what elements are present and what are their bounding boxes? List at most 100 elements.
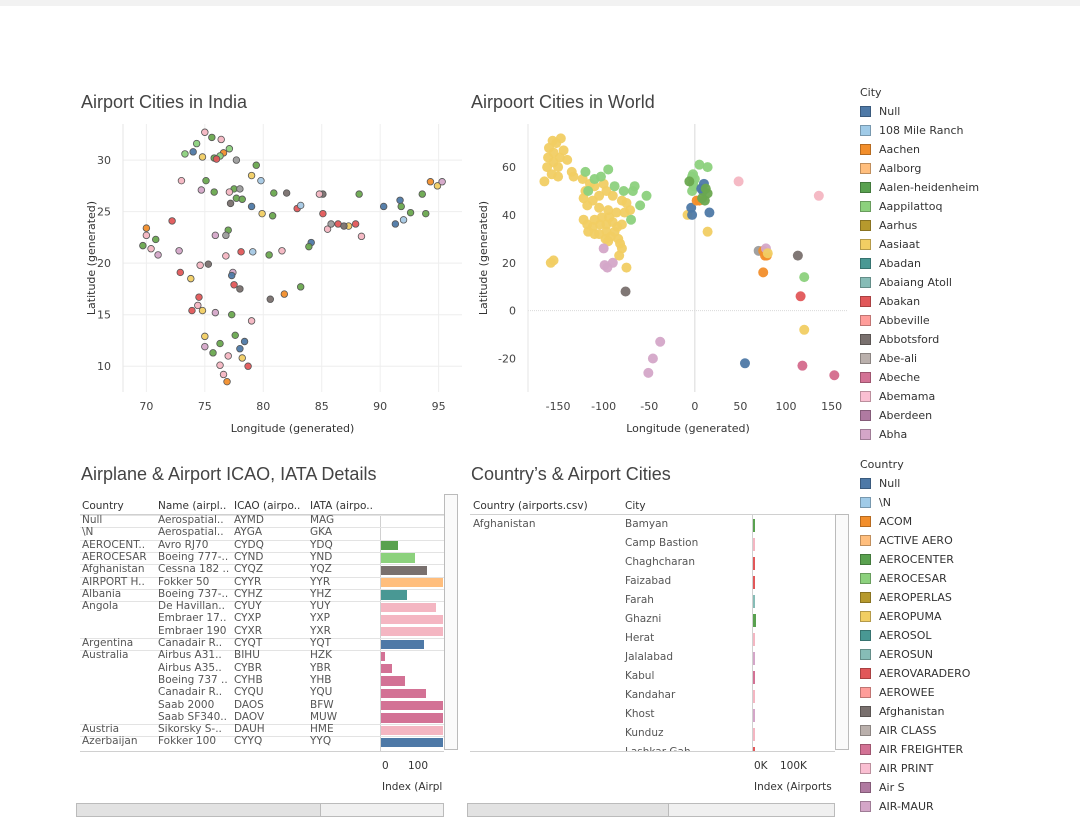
country-legend-item[interactable]: AEROCESAR <box>860 569 1080 588</box>
city-legend-item[interactable]: Abe-ali <box>860 349 1080 368</box>
country-legend-item[interactable]: AEROVARADERO <box>860 664 1080 683</box>
scatter-point[interactable] <box>589 214 600 225</box>
city-legend-item[interactable]: Abha <box>860 425 1080 444</box>
scatter-point[interactable] <box>762 248 773 259</box>
scatter-point[interactable] <box>702 226 713 237</box>
scatter-point[interactable] <box>568 171 579 182</box>
index-bar[interactable] <box>753 519 756 532</box>
scatter-point[interactable] <box>236 185 244 193</box>
scatter-point[interactable] <box>212 155 221 163</box>
scatter-point[interactable] <box>226 199 235 208</box>
scatter-point[interactable] <box>244 362 252 370</box>
scatter-point[interactable] <box>687 209 698 220</box>
scatter-point[interactable] <box>198 153 207 161</box>
index-bar[interactable] <box>381 737 443 748</box>
country-legend-item[interactable]: AEROPUMA <box>860 607 1080 626</box>
scatter-point[interactable] <box>305 242 313 251</box>
scatter-point[interactable] <box>201 342 209 351</box>
city-legend-item[interactable]: Aachen <box>860 140 1080 159</box>
scatter-point[interactable] <box>216 361 224 369</box>
scatter-point[interactable] <box>357 232 366 241</box>
scatter-point[interactable] <box>792 250 803 261</box>
scatter-point[interactable] <box>319 209 327 218</box>
country-legend-item[interactable]: AEROSUN <box>860 645 1080 664</box>
city-legend-item[interactable]: Aarhus <box>860 216 1080 235</box>
index-bar[interactable] <box>753 652 755 665</box>
scatter-point[interactable] <box>315 190 324 198</box>
scatter-point[interactable] <box>265 251 273 259</box>
scatter-point[interactable] <box>379 202 388 211</box>
city-legend-item[interactable]: Aappilattoq <box>860 197 1080 216</box>
scatter-point[interactable] <box>195 293 203 301</box>
scatter-point[interactable] <box>228 271 236 280</box>
scatter-point[interactable] <box>539 176 550 187</box>
country-table-vscroll[interactable] <box>835 514 849 750</box>
scatter-point[interactable] <box>391 220 400 228</box>
scatter-point[interactable] <box>258 209 266 218</box>
scatter-point[interactable] <box>224 352 232 360</box>
country-legend-item[interactable]: AIR FREIGHTER <box>860 740 1080 759</box>
country-legend-item[interactable]: AEROPERLAS <box>860 588 1080 607</box>
scatter-point[interactable] <box>733 176 744 187</box>
scatter-point[interactable] <box>201 128 209 136</box>
scatter-point[interactable] <box>154 251 162 259</box>
scatter-point[interactable] <box>249 248 257 256</box>
scatter-point[interactable] <box>614 250 625 261</box>
index-bar[interactable] <box>381 614 443 625</box>
scatter-point[interactable] <box>231 331 239 340</box>
index-bar[interactable] <box>381 553 416 563</box>
index-bar[interactable] <box>753 671 755 684</box>
scatter-point[interactable] <box>616 219 627 230</box>
scatter-point[interactable] <box>278 247 286 255</box>
scatter-point[interactable] <box>795 291 806 302</box>
scatter-point[interactable] <box>406 208 415 217</box>
scatter-point[interactable] <box>582 200 593 211</box>
city-legend-item[interactable]: Abbotsford <box>860 330 1080 349</box>
scatter-point[interactable] <box>626 214 637 225</box>
scatter-point[interactable] <box>194 301 202 310</box>
scatter-point[interactable] <box>296 201 305 210</box>
scatter-point[interactable] <box>397 202 405 211</box>
scatter-point[interactable] <box>139 241 147 250</box>
scatter-point[interactable] <box>181 150 189 158</box>
scatter-point[interactable] <box>217 135 225 144</box>
scatter-point[interactable] <box>426 178 435 186</box>
country-table-hscroll-thumb[interactable] <box>468 804 669 816</box>
scatter-point[interactable] <box>282 189 291 197</box>
scatter-point[interactable] <box>266 295 274 303</box>
city-rows-viewport[interactable]: Bamyan Camp Bastion Chaghcharan Faizabad Far… <box>620 514 835 751</box>
scatter-point[interactable] <box>198 306 207 315</box>
city-legend-item[interactable]: Aalen-heidenheim <box>860 178 1080 197</box>
index-bar[interactable] <box>381 590 408 600</box>
city-legend-item[interactable]: Abbeville <box>860 311 1080 330</box>
index-bar[interactable] <box>753 614 756 627</box>
city-legend-item[interactable]: Aberdeen <box>860 406 1080 425</box>
scatter-point[interactable] <box>542 162 553 173</box>
city-legend-item[interactable]: Abemama <box>860 387 1080 406</box>
scatter-point[interactable] <box>247 317 256 325</box>
scatter-point[interactable] <box>625 205 636 216</box>
scatter-point[interactable] <box>238 195 246 203</box>
country-legend-item[interactable]: AEROCENTER <box>860 550 1080 569</box>
scatter-point[interactable] <box>739 358 750 369</box>
country-legend-item[interactable]: Air S <box>860 778 1080 797</box>
scatter-point[interactable] <box>280 290 289 298</box>
city-legend[interactable]: City Null 108 Mile Ranch Aachen Aalborg Aale… <box>860 86 1080 448</box>
scatter-point[interactable] <box>238 354 246 362</box>
city-legend-item[interactable]: Abakan <box>860 292 1080 311</box>
scatter-point[interactable] <box>340 222 348 230</box>
scatter-point[interactable] <box>323 225 332 233</box>
index-bar[interactable] <box>753 595 755 608</box>
scatter-point[interactable] <box>609 181 620 192</box>
index-bar[interactable] <box>381 664 393 674</box>
scatter-point[interactable] <box>189 148 197 156</box>
scatter-point[interactable] <box>580 166 591 177</box>
scatter-point[interactable] <box>270 189 278 197</box>
index-bar[interactable] <box>381 627 443 637</box>
scatter-point[interactable] <box>237 248 245 256</box>
scatter-point[interactable] <box>219 370 228 379</box>
scatter-point[interactable] <box>422 209 430 218</box>
scatter-point[interactable] <box>196 261 204 269</box>
scatter-point[interactable] <box>225 145 234 153</box>
scatter-point[interactable] <box>211 231 220 240</box>
